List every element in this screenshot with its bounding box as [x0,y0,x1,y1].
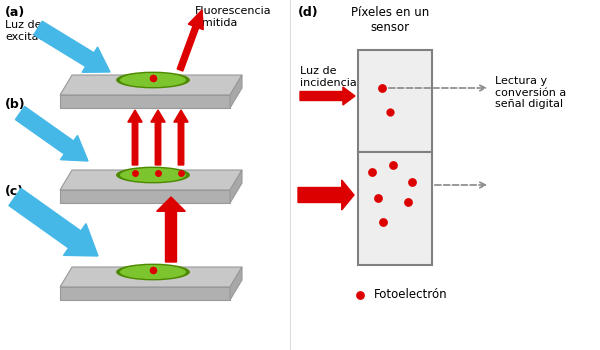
Text: Fotoelectrón: Fotoelectrón [374,288,448,301]
FancyArrow shape [177,10,203,71]
Ellipse shape [120,265,186,279]
FancyArrow shape [157,197,185,262]
Point [130,170,140,176]
Bar [358,152,432,265]
Text: (b): (b) [5,98,26,111]
FancyArrow shape [16,106,88,161]
Ellipse shape [120,73,186,87]
Ellipse shape [116,264,190,280]
Point [407,179,417,185]
Polygon shape [60,95,230,108]
Point [153,170,163,176]
Polygon shape [230,170,242,203]
Polygon shape [230,267,242,300]
FancyArrow shape [151,110,165,165]
Text: (a): (a) [5,6,25,19]
Text: (c): (c) [5,185,24,198]
Text: Lectura y
conversión a
señal digital: Lectura y conversión a señal digital [495,76,566,109]
FancyArrow shape [300,87,355,105]
Polygon shape [60,190,230,203]
Point [385,109,395,115]
Polygon shape [60,287,230,300]
Polygon shape [60,75,242,95]
FancyArrow shape [298,180,354,210]
FancyArrow shape [128,110,142,165]
Text: Luz de
excitación: Luz de excitación [5,20,62,42]
Point [148,75,158,81]
Text: Píxeles en un
sensor: Píxeles en un sensor [351,6,429,34]
Text: Fluorescencia
emitida: Fluorescencia emitida [195,6,272,28]
Point [403,199,413,205]
Ellipse shape [120,168,186,182]
Point [367,169,377,175]
Ellipse shape [116,167,190,183]
Polygon shape [60,267,242,287]
Text: (d): (d) [298,6,319,19]
Point [148,267,158,273]
Point [355,292,365,298]
Point [176,170,186,176]
FancyArrow shape [174,110,188,165]
Bar [358,50,432,152]
Polygon shape [230,75,242,108]
Text: Luz de
incidencia: Luz de incidencia [300,66,357,88]
Point [373,195,383,201]
Point [378,219,388,225]
Point [388,162,398,168]
Point [377,85,387,91]
FancyArrow shape [9,188,98,256]
Polygon shape [60,170,242,190]
Ellipse shape [116,72,190,89]
FancyArrow shape [34,21,110,72]
